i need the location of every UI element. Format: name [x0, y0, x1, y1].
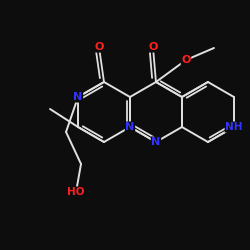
- Text: N: N: [125, 122, 134, 132]
- Text: O: O: [181, 55, 191, 65]
- Text: N: N: [74, 92, 83, 102]
- Text: HO: HO: [67, 187, 85, 197]
- Text: O: O: [94, 42, 104, 52]
- Text: O: O: [148, 42, 158, 52]
- Text: N: N: [151, 137, 160, 147]
- Text: NH: NH: [225, 122, 243, 132]
